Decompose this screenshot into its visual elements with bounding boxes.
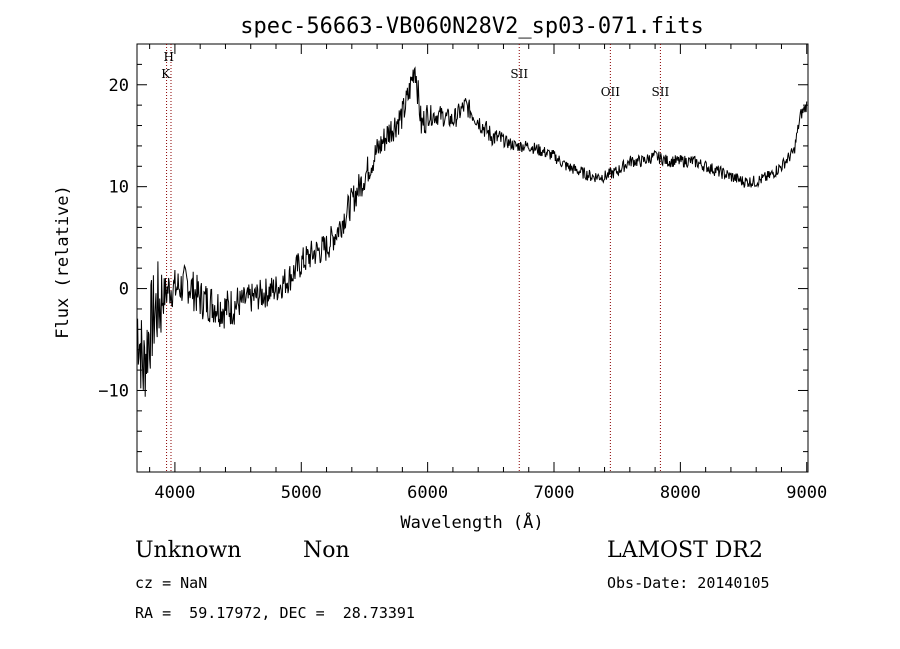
axis-ticks: 4000 5000 6000 7000 8000 9000 −10 0 10 20 xyxy=(98,44,827,503)
line-marker-label: K xyxy=(161,67,171,81)
x-tick-label: 4000 xyxy=(154,483,195,503)
chart-title: spec-56663-VB060N28V2_sp03-071.fits xyxy=(240,14,704,39)
y-tick-label: −10 xyxy=(98,381,129,401)
plot-frame xyxy=(136,43,809,473)
y-tick-label: 0 xyxy=(119,280,129,300)
object-class: Unknown xyxy=(135,538,242,563)
redshift-cz: cz = NaN xyxy=(135,574,208,592)
line-marker-label: H xyxy=(164,50,174,64)
line-marker-label: OII xyxy=(601,85,621,99)
observation-date: Obs-Date: 20140105 xyxy=(607,574,770,592)
spectrum-line xyxy=(136,66,808,397)
x-tick-label: 7000 xyxy=(534,483,575,503)
x-tick-label: 5000 xyxy=(281,483,322,503)
survey-name: LAMOST DR2 xyxy=(607,538,763,563)
line-marker-label: SII xyxy=(652,85,670,99)
spectral-line-markers: HK SII OII SII xyxy=(161,44,670,472)
y-tick-label: 20 xyxy=(109,76,129,96)
coordinates: RA = 59.17972, DEC = 28.73391 xyxy=(135,604,415,622)
y-tick-label: 10 xyxy=(109,178,129,198)
x-tick-label: 8000 xyxy=(660,483,701,503)
object-subclass: Non xyxy=(303,538,350,563)
x-tick-label: 6000 xyxy=(407,483,448,503)
line-marker-label: SII xyxy=(510,67,528,81)
y-axis-label: Flux (relative) xyxy=(53,185,73,339)
x-axis-label: Wavelength (Å) xyxy=(400,511,543,533)
x-tick-label: 9000 xyxy=(786,483,827,503)
